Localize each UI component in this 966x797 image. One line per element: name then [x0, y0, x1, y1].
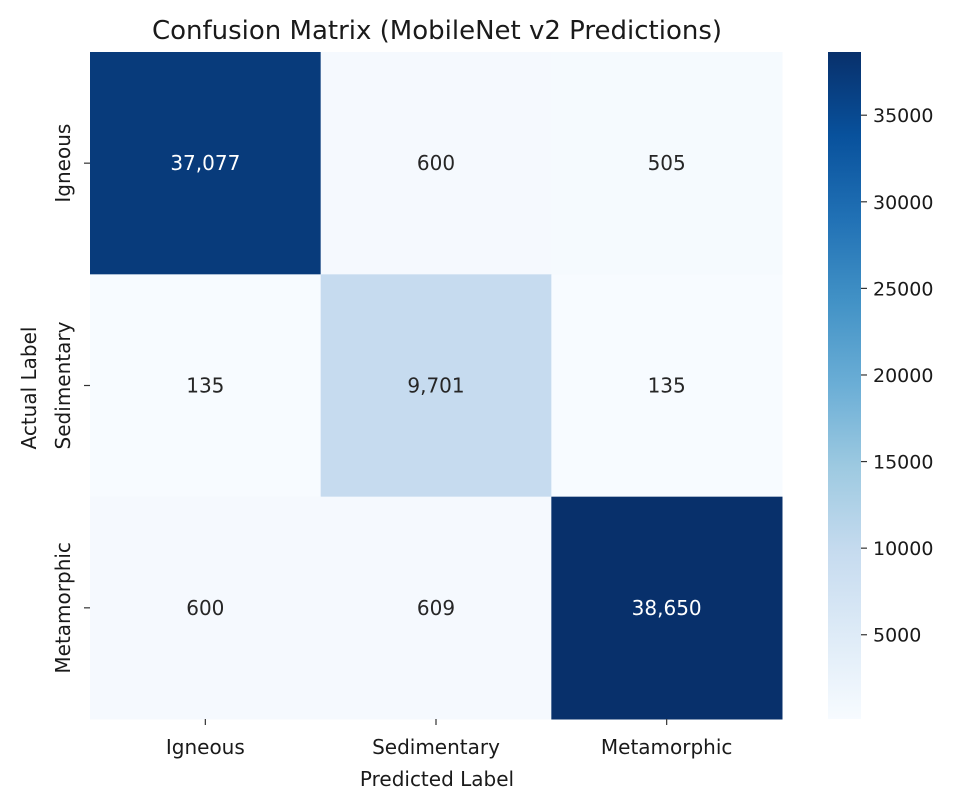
- cell-value-label: 600: [186, 596, 224, 620]
- cell-igneous-igneous: [90, 52, 322, 275]
- colorbar-tick-label: 30000: [873, 192, 933, 214]
- cell-metamorphic-igneous: [90, 496, 322, 720]
- colorbar-tick-label: 35000: [873, 105, 933, 127]
- x-axis-ticks: Igneous Sedimentary Metamorphic: [166, 719, 733, 759]
- colorbar-tick-label: 10000: [873, 538, 933, 560]
- y-axis-ticks: Igneous Sedimentary Metamorphic: [51, 124, 90, 674]
- x-tick-label: Sedimentary: [372, 735, 500, 759]
- colorbar: [828, 52, 861, 719]
- colorbar-tick-label: 20000: [873, 365, 933, 387]
- x-axis-label: Predicted Label: [360, 767, 514, 791]
- colorbar-tick-label: 15000: [873, 452, 933, 474]
- cell-metamorphic-metamorphic: [551, 496, 783, 720]
- y-tick-label: Metamorphic: [51, 542, 75, 674]
- cell-igneous-metamorphic: [551, 52, 783, 275]
- cell-metamorphic-sedimentary: [320, 496, 552, 720]
- y-tick-label: Sedimentary: [51, 321, 75, 449]
- cell-sedimentary-sedimentary: [320, 274, 552, 498]
- cell-value-label: 609: [417, 596, 455, 620]
- y-tick-label: Igneous: [51, 124, 75, 203]
- chart-title: Confusion Matrix (MobileNet v2 Predictio…: [152, 16, 722, 46]
- cell-value-label: 9,701: [407, 374, 464, 398]
- cell-value-label: 135: [648, 374, 686, 398]
- colorbar-ticks: 5000 10000 15000 20000 25000 30000 35000: [861, 105, 933, 647]
- heatmap-cell-labels: 37,077 600 505 135 9,701 135 600 609 38,650: [170, 151, 701, 620]
- cell-value-label: 600: [417, 151, 455, 175]
- cell-value-label: 37,077: [170, 151, 240, 175]
- cell-value-label: 38,650: [632, 596, 702, 620]
- cell-value-label: 135: [186, 374, 224, 398]
- cell-value-label: 505: [648, 151, 686, 175]
- x-tick-label: Metamorphic: [601, 735, 733, 759]
- colorbar-tick-label: 25000: [873, 278, 933, 300]
- heatmap-cells: [90, 52, 783, 720]
- cell-igneous-sedimentary: [320, 52, 552, 275]
- x-tick-label: Igneous: [166, 735, 245, 759]
- cell-sedimentary-igneous: [90, 274, 322, 498]
- cell-sedimentary-metamorphic: [551, 274, 783, 498]
- colorbar-tick-label: 5000: [873, 625, 921, 647]
- y-axis-label: Actual Label: [17, 327, 41, 450]
